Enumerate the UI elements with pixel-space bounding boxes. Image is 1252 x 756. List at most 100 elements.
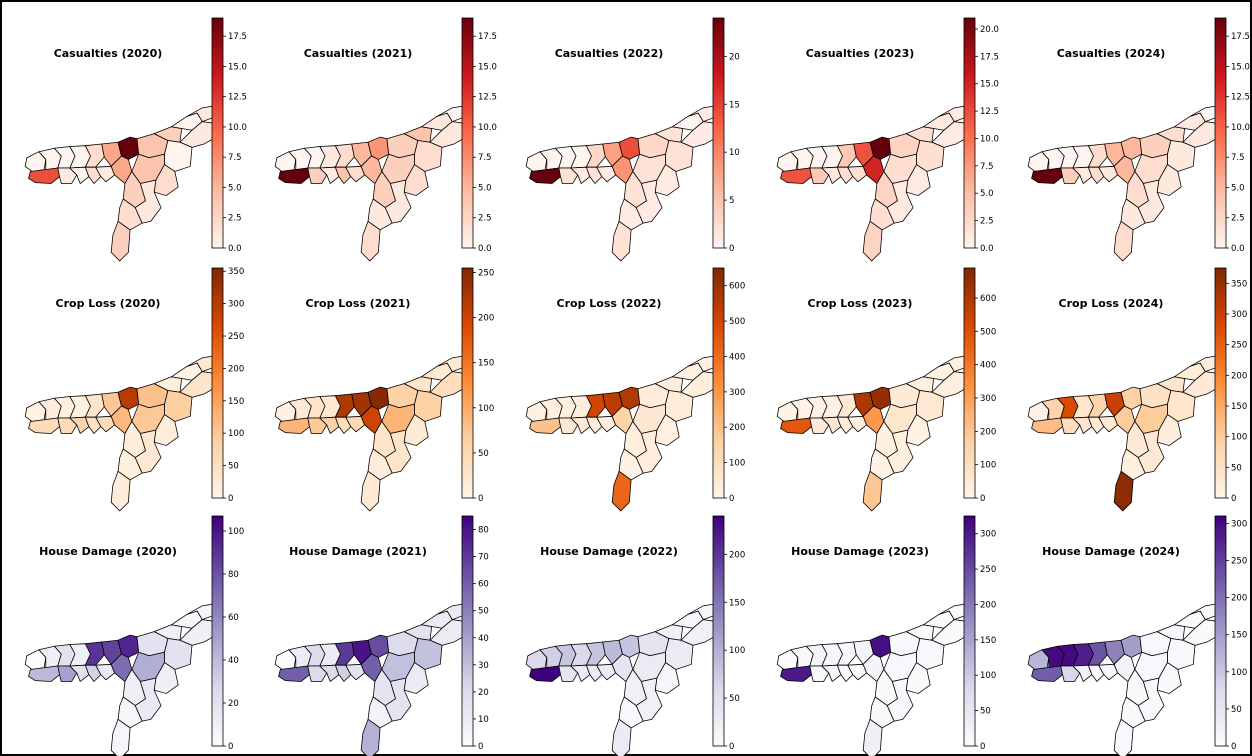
district-d25 [360, 220, 381, 262]
colorbar-tick-label: 2.5 [478, 214, 492, 224]
district-d10 [1072, 166, 1093, 184]
colorbar-tick-label: 50 [1231, 705, 1242, 715]
colorbar-frame [461, 515, 474, 747]
colorbar-tick-label: 12.5 [478, 93, 497, 103]
colorbar-tick-label: 150 [1231, 402, 1247, 412]
colorbar-tick-label: 100 [1231, 668, 1247, 678]
colorbar-tick-label: 40 [228, 656, 239, 666]
district-d11 [836, 664, 854, 682]
district-d25 [611, 220, 632, 262]
colorbar-tick-label: 300 [1231, 519, 1247, 529]
district-d25 [110, 718, 131, 756]
colorbar-tick-label: 100 [729, 646, 745, 656]
colorbar-tick-label: 10 [729, 148, 740, 158]
colorbar-tick-label: 350 [228, 267, 244, 277]
district-d5 [28, 665, 60, 682]
panel-title: Crop Loss (2023) [808, 297, 913, 310]
district-d24 [134, 179, 162, 224]
colorbar-tick-label: 0 [478, 742, 483, 752]
colorbar [964, 268, 975, 498]
district-d5 [780, 665, 812, 682]
colorbar-tick-label: 2.5 [1231, 214, 1245, 224]
colorbar-frame [461, 17, 474, 249]
colorbar-tick-label: 300 [228, 300, 244, 310]
colorbar-tick-label: 20 [729, 52, 740, 62]
colorbar-tick-label: 200 [980, 600, 996, 610]
panel-grid: Casualties (2020) 0.0 2.5 5.0 7.5 10.0 12.5 15.… [24, 17, 1250, 756]
colorbar-tick-label: 15.0 [478, 62, 497, 72]
colorbar-tick-label: 200 [228, 364, 244, 374]
district-d25 [862, 220, 883, 262]
district-d15 [153, 624, 183, 641]
colorbar-tick-label: 10.0 [228, 123, 247, 133]
colorbar-tick-label: 50 [478, 607, 489, 617]
colorbar-tick-label: 200 [729, 550, 745, 560]
district-d24 [635, 429, 663, 474]
colorbar-tick-label: 250 [478, 269, 494, 279]
colorbar [964, 18, 975, 248]
colorbar [462, 268, 473, 498]
colorbar-tick-label: 100 [1231, 433, 1247, 443]
district-d15 [153, 376, 183, 393]
panel-casualties-2022: Casualties (2022) 0 5 10 15 20 [525, 17, 740, 262]
panel-title: House Damage (2023) [791, 545, 929, 558]
district-d25 [1113, 470, 1134, 512]
district-map [525, 105, 721, 262]
colorbar-tick-label: 12.5 [1231, 93, 1250, 103]
district-d5 [278, 167, 310, 184]
district-d12 [847, 415, 867, 433]
district-d11 [84, 416, 102, 434]
colorbar-tick-label: 250 [1231, 341, 1247, 351]
district-d24 [384, 429, 412, 474]
district-map [525, 603, 721, 756]
district-d10 [69, 166, 90, 184]
colorbar [1215, 516, 1226, 746]
colorbar [462, 18, 473, 248]
district-d25 [360, 470, 381, 512]
colorbar-tick-label: 400 [980, 361, 996, 371]
colorbar-tick-label: 0 [228, 494, 233, 504]
district-d10 [319, 664, 340, 682]
district-d15 [1156, 126, 1186, 143]
district-d12 [596, 165, 616, 183]
district-map [1027, 603, 1223, 756]
district-map [776, 355, 972, 512]
colorbar-tick-label: 20 [478, 688, 489, 698]
district-d10 [1072, 416, 1093, 434]
colorbar-tick-label: 100 [228, 429, 244, 439]
panel-house-damage-2020: House Damage (2020) 0 20 40 60 80 100 [24, 515, 244, 756]
district-d12 [95, 663, 115, 681]
panel-casualties-2024: Casualties (2024) 0.0 2.5 5.0 7.5 10.0 12.5 15.… [1027, 17, 1250, 262]
district-d15 [905, 376, 935, 393]
district-d12 [1098, 663, 1118, 681]
colorbar-tick-label: 7.5 [478, 153, 492, 163]
panel-title: Casualties (2022) [555, 47, 664, 60]
district-d25 [611, 718, 632, 756]
colorbar-tick-label: 300 [980, 394, 996, 404]
district-map [24, 603, 220, 756]
district-d12 [95, 415, 115, 433]
panel-crop-loss-2021: Crop Loss (2021) 0 50 100 150 200 250 [274, 267, 494, 512]
district-d25 [110, 220, 131, 262]
district-d24 [886, 677, 914, 722]
colorbar-tick-label: 17.5 [478, 32, 497, 42]
colorbar-tick-label: 60 [478, 580, 489, 590]
colorbar-tick-label: 0 [1231, 494, 1236, 504]
colorbar-tick-label: 250 [1231, 557, 1247, 567]
district-d10 [69, 664, 90, 682]
colorbar-tick-label: 150 [729, 598, 745, 608]
district-d5 [1031, 167, 1063, 184]
colorbar-tick-label: 17.5 [980, 52, 999, 62]
colorbar-tick-label: 150 [1231, 631, 1247, 641]
colorbar [1215, 18, 1226, 248]
colorbar-tick-label: 40 [478, 634, 489, 644]
district-d15 [1156, 376, 1186, 393]
district-map [1027, 105, 1223, 262]
district-d12 [1098, 165, 1118, 183]
colorbar-tick-label: 15.0 [228, 62, 247, 72]
district-d15 [1156, 624, 1186, 641]
colorbar-frame [211, 17, 224, 249]
colorbar-tick-label: 10 [478, 715, 489, 725]
district-d12 [345, 663, 365, 681]
colorbar-tick-label: 100 [980, 671, 996, 681]
